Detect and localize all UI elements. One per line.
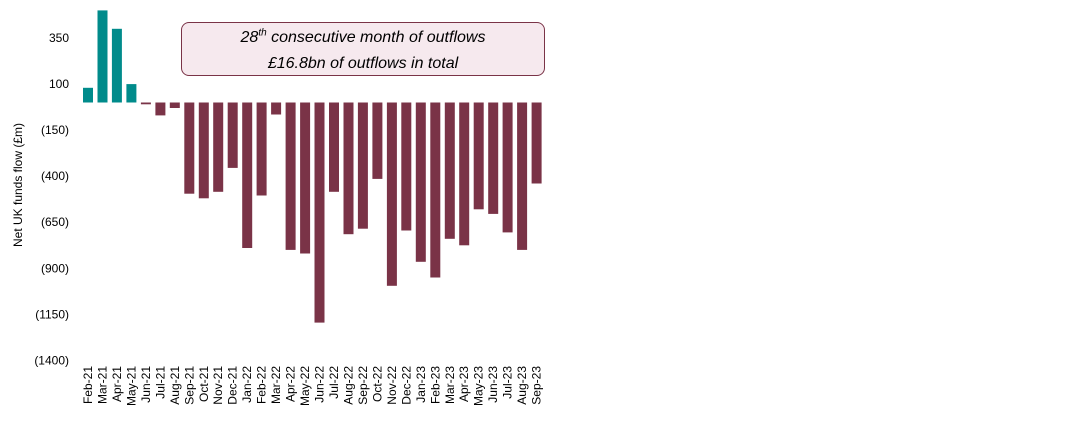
x-tick-label: Oct-21 — [197, 366, 211, 402]
x-tick-label: Jan-22 — [240, 366, 254, 403]
x-tick-label: Aug-21 — [168, 366, 182, 405]
x-tick-label: Jun-23 — [486, 366, 500, 403]
x-tick-label: Feb-23 — [428, 366, 442, 404]
bar — [227, 102, 238, 168]
y-tick-label: (650) — [41, 215, 69, 229]
bar — [314, 102, 325, 323]
x-tick-label: Mar-22 — [269, 366, 283, 404]
bar — [140, 102, 151, 105]
x-tick-label: Jul-21 — [153, 366, 167, 399]
bar — [83, 87, 93, 103]
x-tick-label: Oct-22 — [370, 366, 384, 402]
x-tick-label: Feb-22 — [255, 366, 269, 404]
bar — [300, 102, 311, 254]
annotation-line-1: 28th consecutive month of outflows — [182, 25, 544, 51]
y-axis-label: Net UK funds flow (£m) — [11, 123, 25, 247]
bar — [184, 102, 195, 194]
bar — [256, 102, 267, 196]
annotation-text: consecutive month of outflows — [266, 29, 486, 46]
bar — [126, 84, 137, 103]
x-tick-label: Jun-21 — [139, 366, 153, 403]
annotation-box: 28th consecutive month of outflows £16.8… — [181, 22, 545, 76]
bar — [531, 102, 542, 184]
bar — [329, 102, 339, 192]
x-tick-label: Jan-23 — [414, 366, 428, 403]
y-axis-ticks: 350 100 (150) (400) (650) (900) (1150) (1400) — [34, 31, 69, 367]
bar — [488, 102, 499, 214]
x-tick-label: Dec-22 — [399, 366, 413, 405]
x-tick-label: May-22 — [298, 366, 312, 406]
annotation-count: 28 — [240, 29, 259, 46]
x-tick-label: Jul-22 — [327, 366, 341, 399]
bar — [155, 102, 166, 116]
bar — [271, 102, 282, 115]
x-tick-label: Sep-23 — [530, 366, 544, 405]
bar — [473, 102, 484, 210]
x-tick-label: Apr-21 — [110, 366, 124, 402]
x-tick-label: Apr-22 — [284, 366, 298, 402]
bar — [242, 102, 253, 248]
bar — [213, 102, 224, 192]
bar — [285, 102, 296, 250]
x-tick-label: Jul-23 — [501, 366, 515, 399]
bar — [97, 10, 108, 103]
bar — [502, 102, 513, 233]
bar — [401, 102, 412, 231]
annotation-ordinal: th — [258, 27, 267, 39]
bar — [386, 102, 397, 286]
x-tick-label: Apr-23 — [457, 366, 471, 402]
bar — [444, 102, 455, 239]
y-tick-label: (1150) — [35, 307, 69, 321]
x-tick-label: Mar-23 — [443, 366, 457, 404]
x-tick-label: Dec-21 — [226, 366, 240, 405]
x-tick-label: Jun-22 — [313, 366, 327, 403]
x-tick-label: Nov-21 — [211, 366, 225, 405]
y-tick-label: (150) — [41, 123, 69, 137]
x-tick-label: Aug-22 — [342, 366, 356, 405]
x-tick-label: Nov-22 — [385, 366, 399, 405]
bar — [372, 102, 383, 179]
bars — [83, 10, 542, 323]
annotation-line-2: £16.8bn of outflows in total — [267, 55, 459, 72]
bar — [415, 102, 426, 262]
y-tick-label: (1400) — [34, 353, 69, 367]
bar — [169, 102, 180, 108]
bar — [459, 102, 470, 246]
bar — [111, 28, 122, 103]
bar — [517, 102, 528, 250]
y-tick-label: (900) — [41, 261, 69, 275]
y-tick-label: 350 — [49, 31, 69, 45]
x-tick-label: May-21 — [124, 366, 138, 406]
x-tick-label: Aug-23 — [515, 366, 529, 405]
x-tick-label: Feb-21 — [81, 366, 95, 404]
x-axis-ticks: Feb-21 Mar-21 Apr-21 May-21 Jun-21 Jul-21 Aug-… — [81, 366, 544, 406]
x-tick-label: Sep-21 — [182, 366, 196, 405]
x-tick-label: May-23 — [472, 366, 486, 406]
y-tick-label: 100 — [49, 77, 69, 91]
bar — [343, 102, 354, 235]
x-tick-label: Sep-22 — [356, 366, 370, 405]
bar — [198, 102, 209, 199]
y-tick-label: (400) — [41, 169, 69, 183]
x-tick-label: Mar-21 — [96, 366, 110, 404]
bar — [430, 102, 441, 278]
bar — [357, 102, 368, 229]
